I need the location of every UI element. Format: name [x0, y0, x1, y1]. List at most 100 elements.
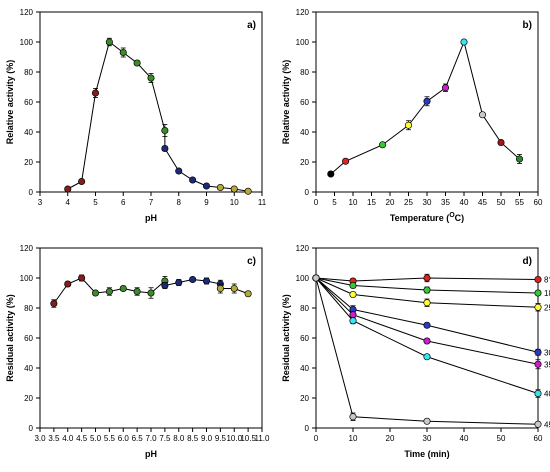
chart-2-xlabel-sup: O — [449, 212, 455, 219]
chart-4-series-4-line — [315, 277, 539, 353]
chart-4-data-point — [423, 417, 431, 425]
chart-4-data-point — [534, 389, 542, 398]
chart-4-xlabel: Time (min) — [404, 449, 449, 459]
chart-2-data-point — [515, 155, 524, 163]
chart-3-ytick-label: 120 — [20, 244, 34, 253]
chart-2-data-point — [497, 138, 505, 147]
chart-4-data-point — [534, 289, 542, 297]
chart-2-xtick-label: 40 — [460, 198, 469, 207]
chart-3-ytick-label: 20 — [24, 394, 33, 403]
chart-3-ylabel: Residual activity (%) — [5, 294, 15, 382]
chart-4-xtick-label: 60 — [534, 434, 543, 443]
chart-1-xtick-label: 6 — [121, 198, 126, 207]
chart-4-series-label: 40℃ — [544, 390, 550, 399]
chart-1-data-point — [244, 187, 252, 195]
chart-2-xtick-label: 10 — [349, 198, 358, 207]
chart-1-ytick-label: 40 — [24, 128, 33, 137]
chart-2-xlabel-end: C) — [455, 213, 465, 223]
chart-1-data-point — [105, 38, 113, 46]
chart-1-ytick-label: 20 — [24, 158, 33, 167]
chart-1-series-1-line — [67, 41, 249, 192]
chart-4-ylabel: Residual activity (%) — [281, 294, 291, 382]
chart-2-data-point — [404, 121, 413, 129]
chart-4-series-3-line — [315, 277, 539, 308]
chart-3-data-point — [202, 277, 211, 285]
chart-3-xtick-label: 11.0 — [255, 434, 271, 443]
chart-3-ytick-label: 80 — [24, 304, 33, 313]
chart-4-xtick-label: 20 — [386, 434, 395, 443]
chart-1-frame — [39, 11, 263, 193]
chart-4-ytick-label: 100 — [296, 274, 310, 283]
chart-1-ytick-label: 0 — [29, 188, 34, 197]
chart-1-data-point — [161, 126, 169, 135]
chart-4-data-point — [349, 317, 357, 325]
chart-1-data-point — [64, 185, 72, 193]
chart-2-data-point — [478, 111, 487, 119]
chart-2-xtick-label: 45 — [478, 198, 487, 207]
chart-2-data-point — [423, 97, 431, 105]
chart-4-data-point — [349, 311, 357, 319]
chart-1-data-point — [133, 59, 141, 67]
chart-2-xtick-label: 0 — [314, 198, 319, 207]
chart-1-xtick-label: 9 — [204, 198, 209, 207]
chart-1-data-point — [91, 89, 100, 97]
chart-3-xtick-label: 3.5 — [48, 434, 60, 443]
chart-4-series-label: 30℃ — [544, 348, 550, 357]
chart-1-data-point — [78, 177, 86, 186]
chart-2-ylabel: Relative activity (%) — [281, 60, 291, 145]
chart-1-xtick-label: 10 — [230, 198, 239, 207]
chart-3-xtick-label: 5.0 — [90, 434, 102, 443]
chart-4-series-7-line — [315, 277, 539, 425]
chart-4-ytick-label: 60 — [300, 334, 309, 343]
chart-4-data-point — [423, 321, 431, 329]
chart-4-series-label: 18℃ — [544, 289, 550, 298]
chart-4-panel-label: d) — [523, 256, 532, 267]
chart-2-data-point — [441, 84, 450, 92]
chart-3-ytick-label: 60 — [24, 334, 33, 343]
chart-1-data-point — [230, 185, 238, 193]
chart-3-xtick-label: 4.5 — [76, 434, 88, 443]
chart-4-series-label: 35℃ — [544, 360, 550, 369]
chart-3-panel-label: c) — [247, 256, 256, 267]
chart-2-xtick-label: 50 — [497, 198, 506, 207]
chart-4-xtick-label: 10 — [349, 434, 358, 443]
chart-1-xlabel: pH — [145, 213, 157, 223]
chart-2-panel-label: b) — [523, 20, 532, 31]
chart-1-data-point — [119, 48, 127, 57]
chart-4-xtick-label: 40 — [460, 434, 469, 443]
chart-3-data-point — [78, 274, 86, 282]
chart-1-xtick-label: 8 — [177, 198, 182, 207]
chart-3-data-point — [216, 284, 224, 293]
chart-2-ytick-label: 0 — [305, 188, 310, 197]
chart-1-ylabel: Relative activity (%) — [5, 60, 15, 145]
chart-2-ytick-label: 120 — [296, 8, 310, 17]
chart-4-xtick-label: 0 — [314, 434, 319, 443]
chart-4-data-point — [534, 275, 542, 284]
chart-3-xlabel: pH — [145, 449, 157, 459]
chart-4-series-6-line — [315, 277, 539, 394]
chart-1-data-point — [147, 74, 155, 82]
chart-4-data-point — [423, 353, 431, 361]
chart-1-xtick-label: 5 — [93, 198, 98, 207]
chart-2-data-point — [327, 170, 335, 178]
chart-4-data-point — [423, 299, 431, 307]
chart-1-xtick-label: 3 — [38, 198, 43, 207]
chart-2-data-point — [342, 157, 350, 165]
chart-1-ytick-label: 60 — [24, 98, 33, 107]
chart-3-ytick-label: 40 — [24, 364, 33, 373]
chart-1-xtick-label: 11 — [258, 198, 267, 207]
chart-4-data-point — [534, 348, 542, 356]
chart-4-series-5-line — [315, 277, 539, 365]
chart-2-xtick-label: 35 — [441, 198, 450, 207]
chart-2-xtick-label: 55 — [515, 198, 524, 207]
chart-2-xtick-label: 20 — [386, 198, 395, 207]
chart-4-ytick-label: 0 — [305, 424, 310, 433]
chart-3-data-point — [147, 289, 155, 297]
chart-2-data-point — [379, 141, 387, 149]
chart-2-xtick-label: 60 — [534, 198, 543, 207]
chart-3-data-point — [133, 287, 141, 296]
chart-3-ytick-label: 100 — [20, 274, 34, 283]
chart-3-data-point — [105, 287, 113, 296]
chart-3-xtick-label: 6.5 — [132, 434, 144, 443]
chart-3-xtick-label: 7.5 — [159, 434, 171, 443]
